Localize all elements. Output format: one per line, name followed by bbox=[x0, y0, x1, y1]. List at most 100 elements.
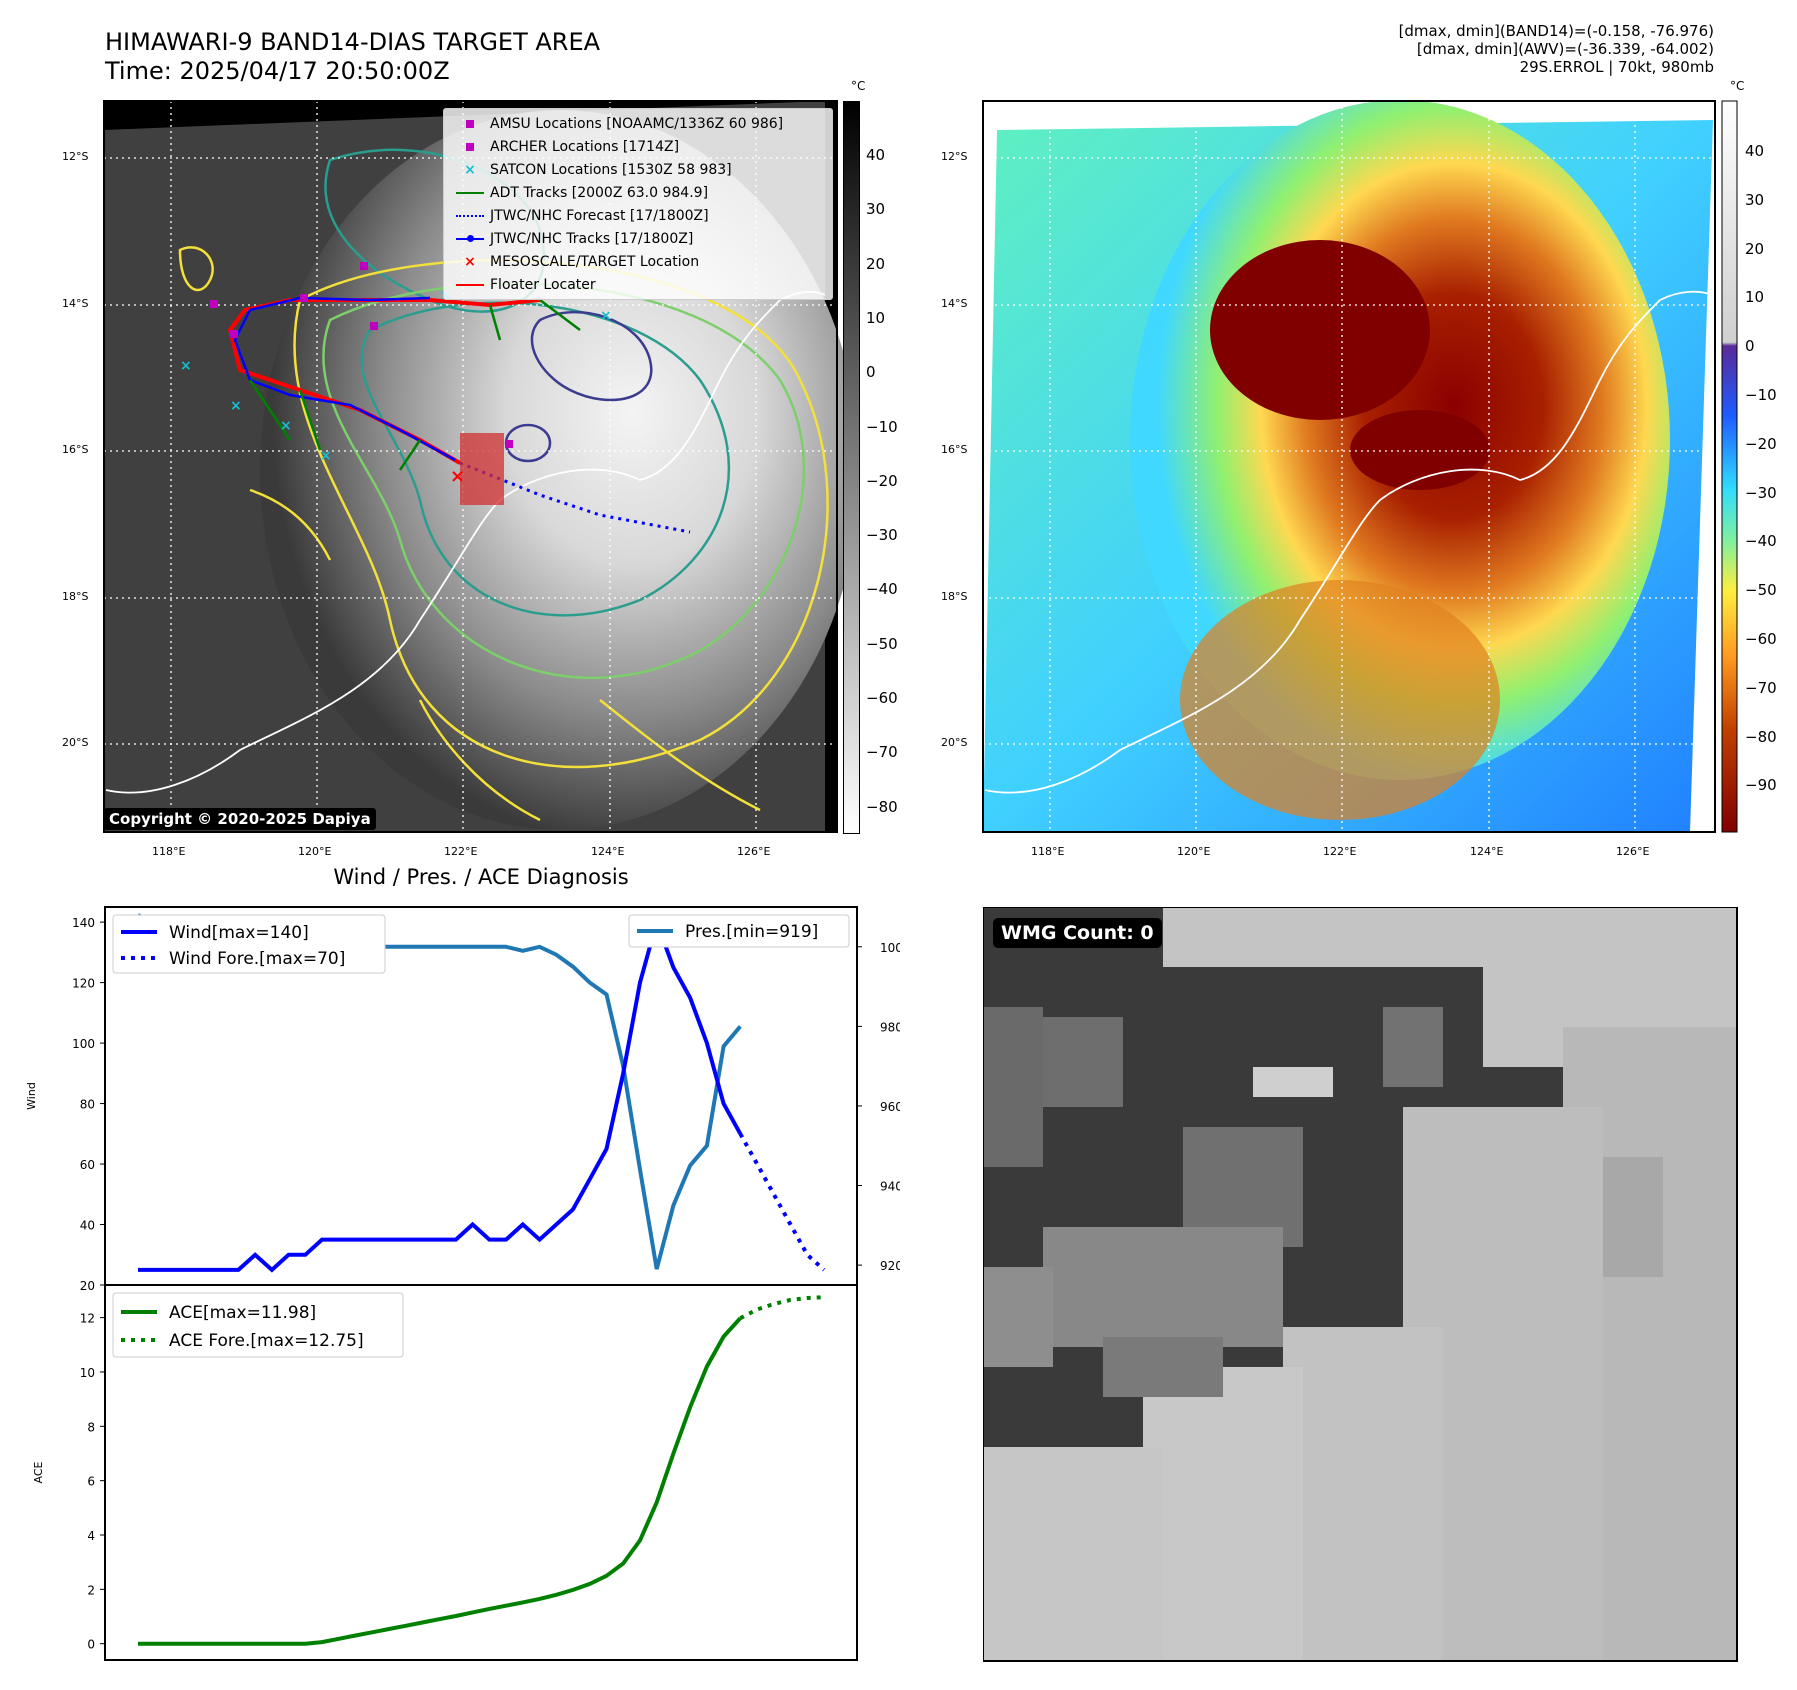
pressure-legend-label: Pres.[min=919] bbox=[685, 922, 818, 942]
diagnosis-chart: 204060801001201409209409609801000WindPre… bbox=[25, 906, 900, 1661]
svg-text:×: × bbox=[320, 448, 332, 464]
left-lon-label-124: 124°E bbox=[591, 845, 625, 858]
svg-text:×: × bbox=[600, 308, 612, 324]
wmg-blocks bbox=[983, 907, 1737, 1661]
page-title: HIMAWARI-9 BAND14-DIAS TARGET AREA Time:… bbox=[105, 28, 600, 86]
wind-axis-tick: 120 bbox=[72, 977, 95, 991]
legend-symbol-icon bbox=[450, 208, 490, 224]
wind-axis-tick: 40 bbox=[80, 1219, 95, 1233]
legend-item: AMSU Locations [NOAAMC/1336Z 60 986] bbox=[450, 113, 783, 135]
left-colorbar-tick: −70 bbox=[866, 743, 898, 762]
left-colorbar-tick: 40 bbox=[866, 146, 886, 164]
legend-item: × SATCON Locations [1530Z 58 983] bbox=[450, 159, 732, 181]
mesoscale-target-box bbox=[460, 433, 504, 505]
left-colorbar-tick: −20 bbox=[866, 471, 898, 490]
legend-symbol-icon: × bbox=[464, 254, 476, 270]
legend-symbol-icon bbox=[450, 116, 490, 132]
gridlines-right bbox=[983, 101, 1715, 832]
title-line-1: HIMAWARI-9 BAND14-DIAS TARGET AREA bbox=[105, 28, 601, 56]
pressure-axis-tick: 960 bbox=[880, 1100, 900, 1114]
storm-info: [dmax, dmin](BAND14)=(-0.158, -76.976) [… bbox=[1114, 22, 1714, 76]
jtwc-track bbox=[233, 296, 456, 462]
left-lon-label-126: 126°E bbox=[737, 845, 771, 858]
pressure-axis-tick: 980 bbox=[880, 1020, 900, 1034]
right-colorbar-tick: 10 bbox=[1745, 288, 1765, 307]
ace-axis-tick: 0 bbox=[87, 1638, 95, 1652]
left-lon-label-122: 122°E bbox=[444, 845, 478, 858]
coastline-left bbox=[105, 290, 826, 794]
left-lat-label-18: 18°S bbox=[62, 590, 89, 603]
copyright-label: Copyright © 2020-2025 Dapiya bbox=[104, 808, 376, 830]
right-colorbar-unit: °C bbox=[1730, 79, 1745, 93]
right-map-panel bbox=[982, 100, 1738, 833]
ace-axis-tick: 4 bbox=[87, 1529, 95, 1543]
ace-axis-label: ACE bbox=[32, 1461, 45, 1483]
left-colorbar-tick: 30 bbox=[866, 200, 886, 219]
wind-line bbox=[138, 915, 743, 1273]
diagnosis-title: Wind / Pres. / ACE Diagnosis bbox=[333, 865, 629, 889]
legend-item: ARCHER Locations [1714Z] bbox=[450, 136, 679, 158]
right-colorbar-tick: 20 bbox=[1745, 239, 1765, 258]
left-lat-label-14: 14°S bbox=[62, 297, 89, 310]
right-colorbar-tick: −20 bbox=[1745, 434, 1777, 453]
right-colorbar-tick: −60 bbox=[1745, 630, 1777, 648]
ace-forecast-legend-label: ACE Fore.[max=12.75] bbox=[169, 1331, 364, 1351]
left-colorbar-tick: 20 bbox=[866, 254, 886, 273]
right-lon-label-120: 120°E bbox=[1177, 845, 1211, 858]
wind-legend-label: Wind[max=140] bbox=[169, 923, 309, 943]
legend-label: SATCON Locations [1530Z 58 983] bbox=[490, 162, 732, 178]
info-line-2: [dmax, dmin](AWV)=(-36.339, -64.002) bbox=[1416, 40, 1714, 58]
info-line-1: [dmax, dmin](BAND14)=(-0.158, -76.976) bbox=[1398, 22, 1714, 40]
left-lat-label-16: 16°S bbox=[62, 443, 89, 456]
right-lon-label-124: 124°E bbox=[1470, 845, 1504, 858]
wind-axis-tick: 140 bbox=[72, 916, 95, 930]
wind-legend-box bbox=[112, 914, 386, 974]
ace-line bbox=[138, 1316, 742, 1646]
svg-text:×: × bbox=[180, 358, 192, 374]
right-lat-label-18: 18°S bbox=[941, 590, 968, 603]
wind-axis-label: Wind bbox=[25, 1082, 38, 1110]
right-colorbar-tick: −70 bbox=[1745, 678, 1777, 697]
legend-label: JTWC/NHC Forecast [17/1800Z] bbox=[490, 208, 709, 224]
right-lat-label-12: 12°S bbox=[941, 150, 968, 163]
left-colorbar-tick: −50 bbox=[866, 634, 898, 653]
left-lon-label-120: 120°E bbox=[298, 845, 332, 858]
legend-item: JTWC/NHC Tracks [17/1800Z] bbox=[450, 228, 693, 250]
right-colorbar-tick: 0 bbox=[1745, 337, 1755, 356]
right-colorbar-tick: −30 bbox=[1745, 483, 1777, 502]
amsu-markers bbox=[210, 262, 513, 448]
left-lat-label-12: 12°S bbox=[62, 150, 89, 163]
ace-axis-tick: 12 bbox=[80, 1312, 95, 1326]
pressure-legend-box bbox=[628, 914, 850, 948]
legend-label: ADT Tracks [2000Z 63.0 984.9] bbox=[490, 185, 709, 201]
wind-axis-tick: 20 bbox=[80, 1279, 95, 1293]
mesoscale-location-marker: × bbox=[450, 466, 465, 487]
right-lat-label-14: 14°S bbox=[941, 297, 968, 310]
left-map-legend: AMSU Locations [NOAAMC/1336Z 60 986] ARCH… bbox=[443, 108, 833, 300]
left-colorbar-tick: −10 bbox=[866, 417, 898, 436]
pressure-axis-tick: 920 bbox=[880, 1259, 900, 1273]
right-lon-label-126: 126°E bbox=[1616, 845, 1650, 858]
svg-text:×: × bbox=[230, 398, 242, 414]
right-colorbar bbox=[1721, 100, 1738, 833]
wind-axis-tick: 60 bbox=[80, 1158, 95, 1172]
legend-label: ARCHER Locations [1714Z] bbox=[490, 139, 680, 155]
left-colorbar-tick: −40 bbox=[866, 580, 898, 599]
ace-axis-tick: 6 bbox=[87, 1475, 95, 1489]
title-line-2: Time: 2025/04/17 20:50:00Z bbox=[105, 57, 450, 85]
left-colorbar-tick: −30 bbox=[866, 526, 898, 545]
right-lat-label-20: 20°S bbox=[941, 736, 968, 749]
storm-tracks bbox=[227, 296, 691, 534]
ace-axis-tick: 2 bbox=[87, 1583, 95, 1597]
coastline-right bbox=[984, 290, 1713, 794]
right-colorbar-tick: −40 bbox=[1745, 532, 1777, 551]
wind-forecast-legend-label: Wind Fore.[max=70] bbox=[169, 949, 345, 969]
ace-legend-label: ACE[max=11.98] bbox=[169, 1303, 316, 1323]
ace-axis-tick: 10 bbox=[80, 1366, 95, 1380]
legend-item: ADT Tracks [2000Z 63.0 984.9] bbox=[450, 182, 708, 204]
wind-forecast-line bbox=[738, 1132, 826, 1272]
legend-item: Floater Locater bbox=[450, 274, 596, 296]
ace-forecast-line bbox=[739, 1295, 825, 1320]
right-colorbar-tick: −80 bbox=[1745, 727, 1777, 746]
legend-label: AMSU Locations [NOAAMC/1336Z 60 986] bbox=[490, 116, 784, 132]
